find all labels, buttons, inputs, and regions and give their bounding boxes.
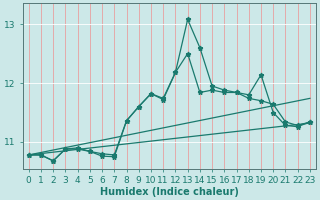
X-axis label: Humidex (Indice chaleur): Humidex (Indice chaleur) — [100, 187, 239, 197]
